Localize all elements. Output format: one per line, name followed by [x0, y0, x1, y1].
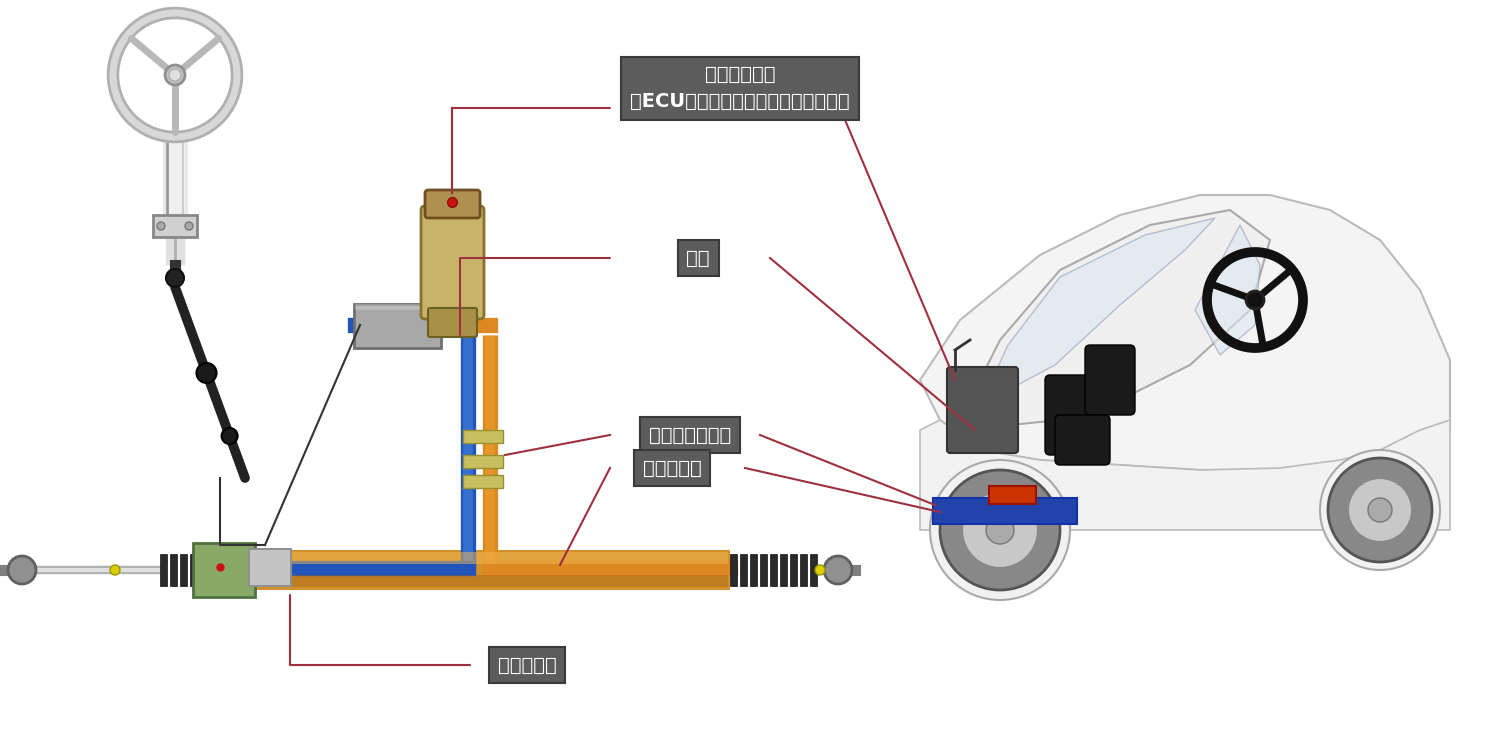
- FancyBboxPatch shape: [464, 455, 503, 468]
- Circle shape: [196, 363, 216, 383]
- FancyBboxPatch shape: [180, 554, 188, 586]
- Circle shape: [110, 565, 120, 575]
- FancyBboxPatch shape: [770, 554, 777, 586]
- FancyBboxPatch shape: [220, 554, 226, 586]
- Text: パワーパック
（ECU、モーター、ポンプ、タンク）: パワーパック （ECU、モーター、ポンプ、タンク）: [630, 65, 850, 111]
- Circle shape: [1348, 478, 1412, 542]
- Circle shape: [824, 556, 852, 584]
- FancyBboxPatch shape: [248, 575, 728, 587]
- Circle shape: [184, 222, 194, 230]
- FancyBboxPatch shape: [800, 554, 807, 586]
- FancyBboxPatch shape: [249, 549, 291, 586]
- Circle shape: [930, 460, 1070, 600]
- FancyBboxPatch shape: [170, 554, 177, 586]
- FancyBboxPatch shape: [210, 554, 218, 586]
- FancyBboxPatch shape: [988, 486, 1036, 504]
- Circle shape: [8, 556, 36, 584]
- FancyBboxPatch shape: [933, 498, 1077, 524]
- Circle shape: [1328, 458, 1432, 562]
- FancyBboxPatch shape: [464, 475, 503, 488]
- FancyBboxPatch shape: [160, 554, 166, 586]
- FancyBboxPatch shape: [1084, 345, 1136, 415]
- FancyBboxPatch shape: [354, 304, 441, 348]
- FancyBboxPatch shape: [248, 552, 728, 564]
- FancyBboxPatch shape: [194, 543, 255, 597]
- FancyBboxPatch shape: [750, 554, 758, 586]
- FancyBboxPatch shape: [464, 430, 503, 443]
- FancyBboxPatch shape: [153, 215, 197, 237]
- FancyBboxPatch shape: [200, 554, 207, 586]
- Circle shape: [962, 492, 1038, 568]
- FancyBboxPatch shape: [424, 190, 480, 218]
- Polygon shape: [920, 420, 1450, 530]
- Circle shape: [222, 428, 237, 444]
- Text: 速通バルブ: 速通バルブ: [498, 655, 556, 675]
- Circle shape: [1320, 450, 1440, 570]
- FancyBboxPatch shape: [946, 367, 1018, 453]
- FancyBboxPatch shape: [790, 554, 796, 586]
- Text: 配管: 配管: [686, 249, 709, 267]
- FancyBboxPatch shape: [780, 554, 788, 586]
- FancyBboxPatch shape: [760, 554, 766, 586]
- FancyBboxPatch shape: [810, 554, 818, 586]
- Circle shape: [1368, 498, 1392, 522]
- Circle shape: [986, 516, 1014, 544]
- FancyBboxPatch shape: [190, 554, 196, 586]
- FancyBboxPatch shape: [740, 554, 747, 586]
- Polygon shape: [920, 195, 1450, 470]
- FancyBboxPatch shape: [422, 206, 484, 319]
- Circle shape: [170, 69, 182, 81]
- Circle shape: [1246, 291, 1264, 309]
- Circle shape: [940, 470, 1060, 590]
- Polygon shape: [1196, 225, 1260, 355]
- Polygon shape: [970, 210, 1270, 425]
- Polygon shape: [986, 218, 1215, 395]
- FancyBboxPatch shape: [244, 550, 730, 590]
- FancyBboxPatch shape: [230, 554, 237, 586]
- FancyBboxPatch shape: [427, 308, 477, 337]
- FancyBboxPatch shape: [1054, 415, 1110, 465]
- Circle shape: [815, 565, 825, 575]
- Circle shape: [165, 65, 184, 85]
- FancyBboxPatch shape: [730, 554, 736, 586]
- Circle shape: [166, 269, 184, 287]
- Text: トルクセンサー: トルクセンサー: [650, 426, 730, 445]
- Circle shape: [158, 222, 165, 230]
- FancyBboxPatch shape: [240, 554, 248, 586]
- Text: シリンダー: シリンダー: [642, 459, 702, 478]
- FancyBboxPatch shape: [1046, 375, 1106, 455]
